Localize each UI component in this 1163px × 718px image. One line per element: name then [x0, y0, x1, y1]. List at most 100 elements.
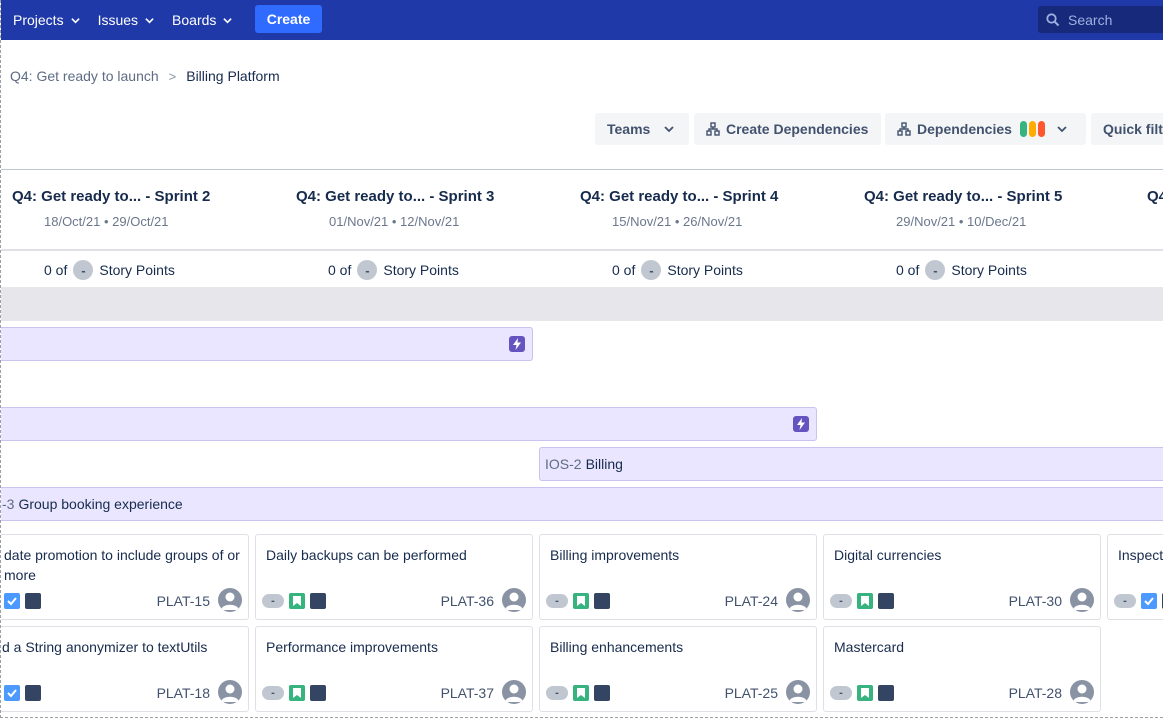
story-bookmark-icon [573, 593, 589, 609]
epic-bar-group-booking[interactable]: -3 Group booking experience [1, 487, 1163, 521]
teams-dropdown[interactable]: Teams [595, 113, 689, 145]
breadcrumb-separator: > [168, 68, 177, 84]
points-suffix: Story Points [99, 262, 175, 278]
points-value-badge: - [73, 260, 94, 280]
quick-filters-label: Quick filters [1103, 121, 1163, 137]
sprint-story-points: 0 of - Story Points [44, 260, 175, 280]
issue-card[interactable]: Billing improvements - PLAT-24 [539, 534, 817, 620]
hierarchy-icon [897, 122, 911, 136]
swimlane-header [1, 287, 1163, 321]
hierarchy-icon [706, 122, 720, 136]
lightning-icon [509, 336, 525, 352]
top-navigation: Projects Issues Boards Create [1, 0, 1163, 40]
sprint-title: Q4: Get ready to... - Sprint 3 [296, 188, 495, 205]
search-input[interactable] [1068, 11, 1163, 28]
avatar[interactable] [218, 588, 242, 612]
points-prefix: 0 of [896, 262, 920, 278]
quick-filters-button[interactable]: Quick filters [1091, 113, 1163, 145]
dependency-dot-red [1037, 121, 1045, 137]
epic-key: -3 [2, 496, 15, 512]
avatar[interactable] [786, 588, 810, 612]
estimate-badge: - [830, 686, 852, 700]
chevron-down-icon [145, 17, 154, 23]
task-checkbox-icon [4, 685, 20, 701]
card-title: Daily backups can be performed [266, 547, 467, 563]
create-dependencies-button[interactable]: Create Dependencies [694, 113, 881, 145]
priority-icon [594, 593, 610, 609]
issue-card[interactable]: Performance improvements - PLAT-37 [255, 626, 533, 712]
breadcrumb-current: Billing Platform [186, 68, 280, 84]
points-suffix: Story Points [667, 262, 743, 278]
dependencies-label: Dependencies [917, 121, 1012, 137]
avatar[interactable] [218, 680, 242, 704]
epic-name: Billing [585, 456, 623, 472]
issue-card[interactable]: Mastercard - PLAT-28 [823, 626, 1101, 712]
estimate-badge: - [262, 594, 284, 608]
points-suffix: Story Points [383, 262, 459, 278]
sprint-title: Q4: Get ready to... - Sprint 2 [12, 188, 211, 205]
issue-card[interactable]: date promotion to include groups of or m… [1, 534, 249, 620]
card-footer: - [546, 685, 610, 701]
issue-card[interactable]: Digital currencies - PLAT-30 [823, 534, 1101, 620]
sprint-story-points: 0 of - Story Points [328, 260, 459, 280]
avatar[interactable] [502, 680, 526, 704]
estimate-badge: - [546, 594, 568, 608]
lightning-icon [793, 416, 809, 432]
avatar[interactable] [502, 588, 526, 612]
nav-boards[interactable]: Boards [172, 12, 233, 28]
card-footer [4, 685, 41, 701]
points-value-badge: - [357, 260, 378, 280]
priority-icon [310, 593, 326, 609]
sprint-dates: 01/Nov/21 • 12/Nov/21 [329, 214, 460, 229]
sprint-dates: 18/Oct/21 • 29/Oct/21 [44, 214, 169, 229]
nav-issues[interactable]: Issues [98, 12, 154, 28]
chevron-down-icon [664, 126, 674, 133]
estimate-badge: - [262, 686, 284, 700]
divider [1, 249, 1163, 251]
search-icon [1046, 12, 1060, 26]
points-prefix: 0 of [328, 262, 352, 278]
card-footer: - [1114, 593, 1163, 609]
issue-card[interactable]: Inspect - [1107, 534, 1163, 620]
points-suffix: Story Points [951, 262, 1027, 278]
dependency-dot-green [1019, 121, 1027, 137]
epic-bar[interactable] [1, 327, 533, 361]
points-prefix: 0 of [612, 262, 636, 278]
card-footer: - [546, 593, 610, 609]
avatar[interactable] [1070, 680, 1094, 704]
issue-card[interactable]: d a String anonymizer to textUtils PLAT-… [1, 626, 249, 712]
card-title: Inspect [1118, 547, 1163, 563]
issue-card[interactable]: Daily backups can be performed - PLAT-36 [255, 534, 533, 620]
breadcrumb: Q4: Get ready to launch > Billing Platfo… [10, 68, 280, 84]
card-key: PLAT-36 [440, 593, 494, 609]
task-checkbox-icon [4, 593, 20, 609]
sprint-title: Q4: Get ready to... - Sprint 5 [864, 188, 1063, 205]
nav-projects[interactable]: Projects [13, 12, 80, 28]
breadcrumb-parent-link[interactable]: Q4: Get ready to launch [10, 68, 159, 84]
issue-card[interactable]: Billing enhancements - PLAT-25 [539, 626, 817, 712]
card-title: Digital currencies [834, 547, 942, 563]
estimate-badge: - [546, 686, 568, 700]
avatar[interactable] [1070, 588, 1094, 612]
story-bookmark-icon [857, 593, 873, 609]
card-key: PLAT-24 [724, 593, 778, 609]
priority-icon [25, 593, 41, 609]
sprint-story-points: 0 of - Story Points [612, 260, 743, 280]
epic-bar-billing[interactable]: IOS-2 Billing [539, 447, 1163, 481]
card-key: PLAT-37 [440, 685, 494, 701]
dependencies-dropdown[interactable]: Dependencies [885, 113, 1086, 145]
search-box[interactable] [1038, 6, 1163, 33]
epic-name: Group booking experience [18, 496, 183, 512]
create-button[interactable]: Create [255, 5, 322, 33]
create-dependencies-label: Create Dependencies [726, 121, 869, 137]
epic-bar[interactable] [1, 407, 817, 441]
teams-label: Teams [607, 121, 651, 137]
task-checkbox-icon [1141, 593, 1157, 609]
priority-icon [878, 685, 894, 701]
card-title: date promotion to include groups of or m… [4, 547, 240, 583]
avatar[interactable] [786, 680, 810, 704]
card-key: PLAT-15 [156, 593, 210, 609]
sprint-title: Q4 [1147, 188, 1163, 205]
chevron-down-icon [1057, 126, 1067, 133]
